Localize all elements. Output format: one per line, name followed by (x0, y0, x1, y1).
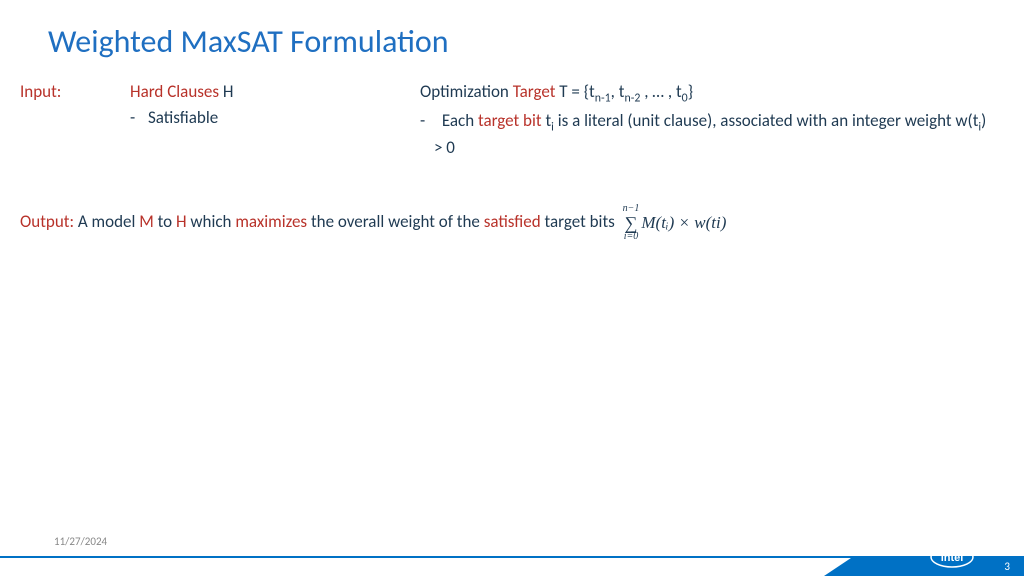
sum-lower: i=0 (624, 232, 639, 242)
out-p7: the overall weight of the (311, 211, 484, 232)
out-p5: which (190, 211, 235, 232)
input-row: Input: Hard Clauses H Satisfiable Optimi… (20, 80, 994, 160)
svg-text:intel: intel (941, 552, 964, 564)
footer-date: 11/27/2024 (54, 535, 107, 548)
out-p1: A model (78, 211, 139, 232)
formula: M(tᵢ) × w(ti) (641, 211, 726, 235)
opt-p1: Optimization (420, 81, 513, 102)
opt-bullet-1: Each target bit ti is a literal (unit cl… (434, 109, 994, 160)
hard-bullets: Satisfiable (130, 106, 380, 130)
hard-suffix: H (223, 81, 234, 102)
out-p6: maximizes (235, 211, 311, 232)
optimization-block: Optimization Target T = {tn-1, tn-2 , … … (420, 80, 994, 160)
out-p2: M (139, 211, 157, 232)
opt-p4: , t (611, 81, 625, 102)
hard-clauses-line: Hard Clauses H (130, 80, 380, 104)
out-p8: satisfied (484, 211, 545, 232)
opt-sub1: n-1 (595, 91, 611, 105)
slide-title: Weighted MaxSAT Formulation (48, 22, 449, 61)
opt-b1: Each (442, 110, 478, 131)
out-p4: H (176, 211, 190, 232)
hard-bullet-1: Satisfiable (144, 106, 380, 130)
summation: n−1∑i=0 M(tᵢ) × w(ti) (623, 204, 727, 242)
opt-sub2: n-2 (624, 91, 640, 105)
hard-prefix: Hard Clauses (130, 81, 223, 102)
opt-bullets: Each target bit ti is a literal (unit cl… (420, 109, 994, 160)
out-p9: target bits (545, 211, 619, 232)
footer-bar: 3 intel (0, 556, 1024, 576)
opt-p2: Target (513, 81, 560, 102)
opt-line: Optimization Target T = {tn-1, tn-2 , … … (420, 80, 994, 107)
out-p3: to (158, 211, 176, 232)
output-row: Output: A model M to H which maximizes t… (20, 204, 994, 242)
intel-logo-icon: intel (930, 546, 974, 568)
opt-b4: is a literal (unit clause), associated w… (554, 110, 979, 131)
output-label: Output: (20, 211, 78, 232)
slide: Weighted MaxSAT Formulation Input: Hard … (0, 0, 1024, 576)
opt-p6: } (688, 81, 693, 102)
content-area: Input: Hard Clauses H Satisfiable Optimi… (20, 80, 994, 242)
opt-p5: , … , t (640, 81, 681, 102)
opt-p3: T = {t (559, 81, 594, 102)
input-label: Input: (20, 80, 90, 160)
page-number: 3 (1004, 560, 1010, 573)
opt-b2: target bit (478, 110, 545, 131)
sum-limits: n−1∑i=0 (623, 204, 640, 242)
hard-clauses-block: Hard Clauses H Satisfiable (130, 80, 380, 160)
sigma-icon: ∑ (625, 214, 638, 232)
